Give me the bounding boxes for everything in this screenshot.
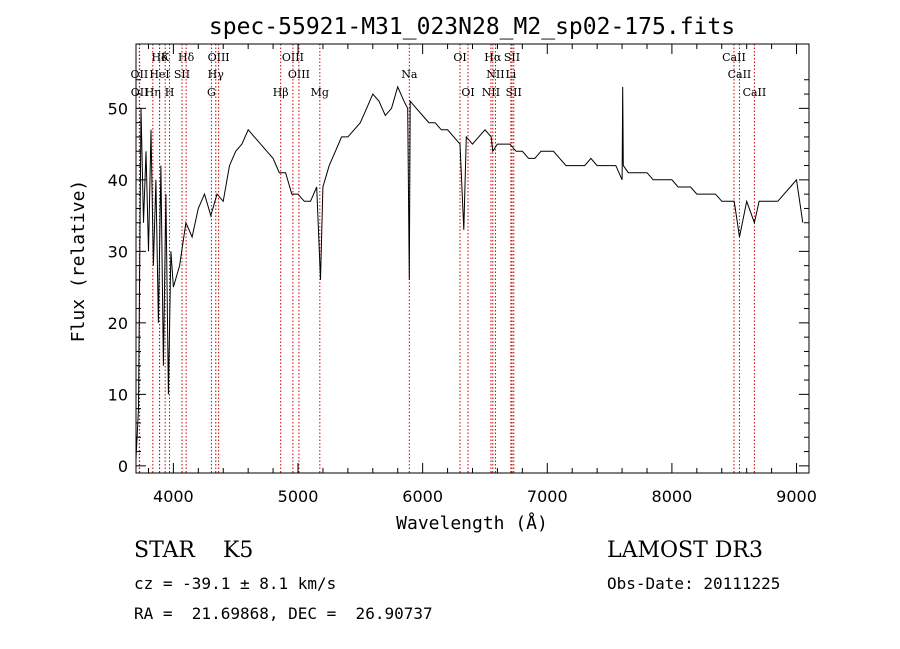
line-label: OII	[131, 68, 149, 81]
plot-frame	[135, 43, 810, 474]
line-label: OIII	[288, 68, 310, 81]
x-tick-label: 8000	[652, 487, 693, 506]
line-label: CaII	[722, 51, 746, 64]
line-label: Hη	[145, 86, 161, 99]
line-label: OI	[453, 51, 466, 64]
emission-lines	[138, 44, 755, 473]
survey-name: LAMOST DR3	[607, 538, 763, 563]
line-label: SII	[504, 51, 520, 64]
line-label: OII	[131, 86, 149, 99]
y-tick-label: 10	[108, 385, 128, 404]
line-label: NII	[486, 68, 504, 81]
line-label: G	[207, 86, 216, 99]
object-class: STAR K5	[134, 538, 254, 563]
x-tick-label: 9000	[776, 487, 817, 506]
line-label: Hγ	[208, 68, 225, 81]
line-label: OIII	[282, 51, 304, 64]
spectrum-line	[135, 85, 804, 459]
x-tick-label: 6000	[402, 487, 443, 506]
line-label: Hβ	[273, 86, 289, 99]
line-label: Mg	[311, 86, 329, 99]
line-label: K	[161, 51, 170, 64]
line-label: Hδ	[178, 51, 195, 64]
line-label: HeI	[149, 68, 169, 81]
y-tick-label: 30	[108, 242, 128, 261]
x-axis-label: Wavelength (Å)	[396, 512, 548, 534]
y-axis: 0 10 20 30 40 50	[108, 79, 809, 476]
redshift-velocity: cz = -39.1 ± 8.1 km/s	[134, 574, 337, 593]
line-label: CaII	[743, 86, 767, 99]
observation-date: Obs-Date: 20111225	[607, 574, 781, 593]
x-tick-label: 5000	[278, 487, 319, 506]
line-label: SII	[506, 86, 522, 99]
chart-title: spec-55921-M31_023N28_M2_sp02-175.fits	[209, 14, 735, 40]
y-tick-label: 0	[118, 457, 128, 476]
x-tick-label: 4000	[153, 487, 194, 506]
line-label: CaII	[728, 68, 752, 81]
line-label: NII	[482, 86, 500, 99]
line-label: OI	[461, 86, 474, 99]
line-label: H	[165, 86, 175, 99]
line-label: SII	[174, 68, 190, 81]
line-label: Li	[505, 68, 516, 81]
y-tick-label: 20	[108, 314, 128, 333]
y-axis-label: Flux (relative)	[68, 180, 89, 343]
line-label: Na	[401, 68, 418, 81]
line-label: Hα	[484, 51, 502, 64]
x-tick-label: 7000	[527, 487, 568, 506]
y-tick-label: 50	[108, 99, 128, 118]
coordinates: RA = 21.69868, DEC = 26.90737	[134, 604, 433, 623]
line-label: OIII	[208, 51, 230, 64]
line-label: Hδ	[151, 51, 168, 64]
y-tick-label: 40	[108, 171, 128, 190]
x-axis: 4000 5000 6000 7000 8000 9000	[147, 44, 817, 506]
